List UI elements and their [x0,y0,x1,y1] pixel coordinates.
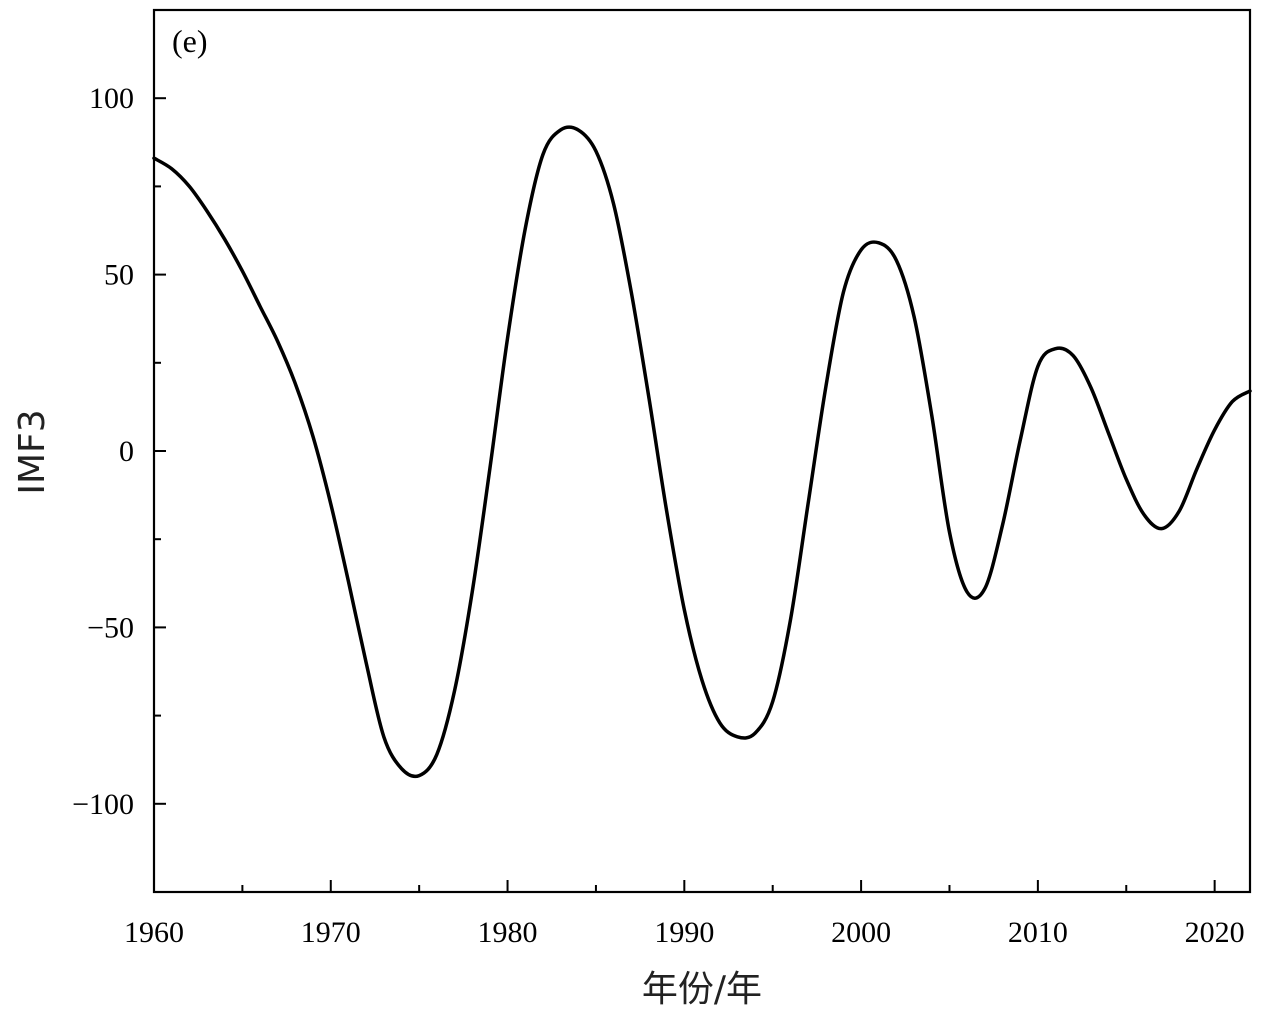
x-tick-label: 2010 [1008,916,1068,949]
panel-label: (e) [172,23,208,59]
x-tick-label: 1990 [654,916,714,949]
x-axis-title: 年份/年 [642,969,762,1010]
y-tick-label: −50 [87,611,134,644]
y-axis-ticks: 100 50 0 −50 −100 [72,82,166,821]
x-tick-label: 1960 [124,916,184,949]
series-layer [152,125,1252,779]
x-tick-label: 1970 [301,916,361,949]
x-tick-label: 2000 [831,916,891,949]
y-axis-title: IMF3 [12,409,53,494]
y-tick-label: 100 [89,82,134,115]
x-tick-label: 1980 [478,916,538,949]
x-axis-ticks: 1960 1970 1980 1990 2000 2010 2020 [124,880,1245,949]
y-tick-label: −100 [72,788,134,821]
x-tick-label: 2020 [1185,916,1245,949]
y-tick-label: 0 [119,435,134,468]
series-line [152,125,1252,779]
y-tick-label: 50 [104,259,134,292]
